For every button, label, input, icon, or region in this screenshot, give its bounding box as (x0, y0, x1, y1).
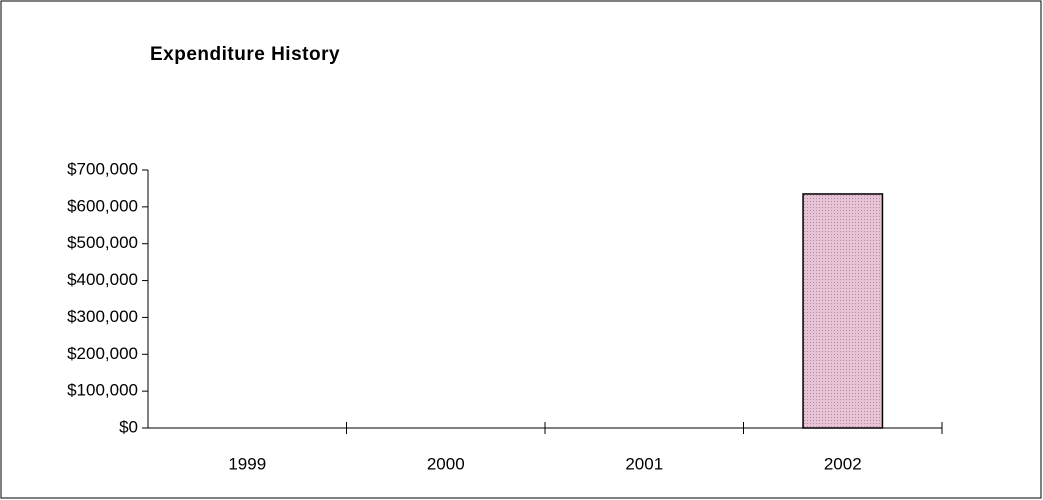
y-tick-label: $300,000 (67, 307, 138, 326)
x-tick-label: 1999 (228, 454, 266, 473)
bar (802, 193, 884, 429)
x-tick-label: 2002 (824, 454, 862, 473)
y-tick-label: $600,000 (67, 196, 138, 215)
y-tick-label: $0 (119, 417, 138, 436)
y-tick-label: $200,000 (67, 344, 138, 363)
y-tick-label: $500,000 (67, 233, 138, 252)
y-tick-label: $400,000 (67, 270, 138, 289)
x-tick-label: 2000 (427, 454, 465, 473)
chart-title: Expenditure History (150, 44, 340, 65)
y-tick-label: $700,000 (67, 159, 138, 178)
y-tick-label: $100,000 (67, 381, 138, 400)
x-tick-label: 2001 (625, 454, 663, 473)
